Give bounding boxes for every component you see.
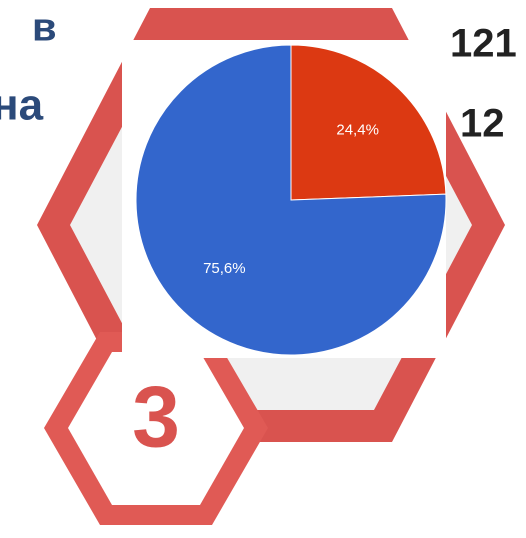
side-text: 121 [450,22,517,66]
heading-text: в [32,6,57,50]
small-hexagon-inner [68,352,244,505]
badge-number: 3 [132,370,180,466]
side-text: 12 [460,102,505,146]
pie-slice [290,44,447,201]
slice-label: 24,4% [336,122,379,139]
heading-text: на [0,81,44,130]
slice-label: 75,6% [203,260,246,277]
pie-slice [135,44,447,356]
pie: 24,4% 75,6% [135,44,447,356]
